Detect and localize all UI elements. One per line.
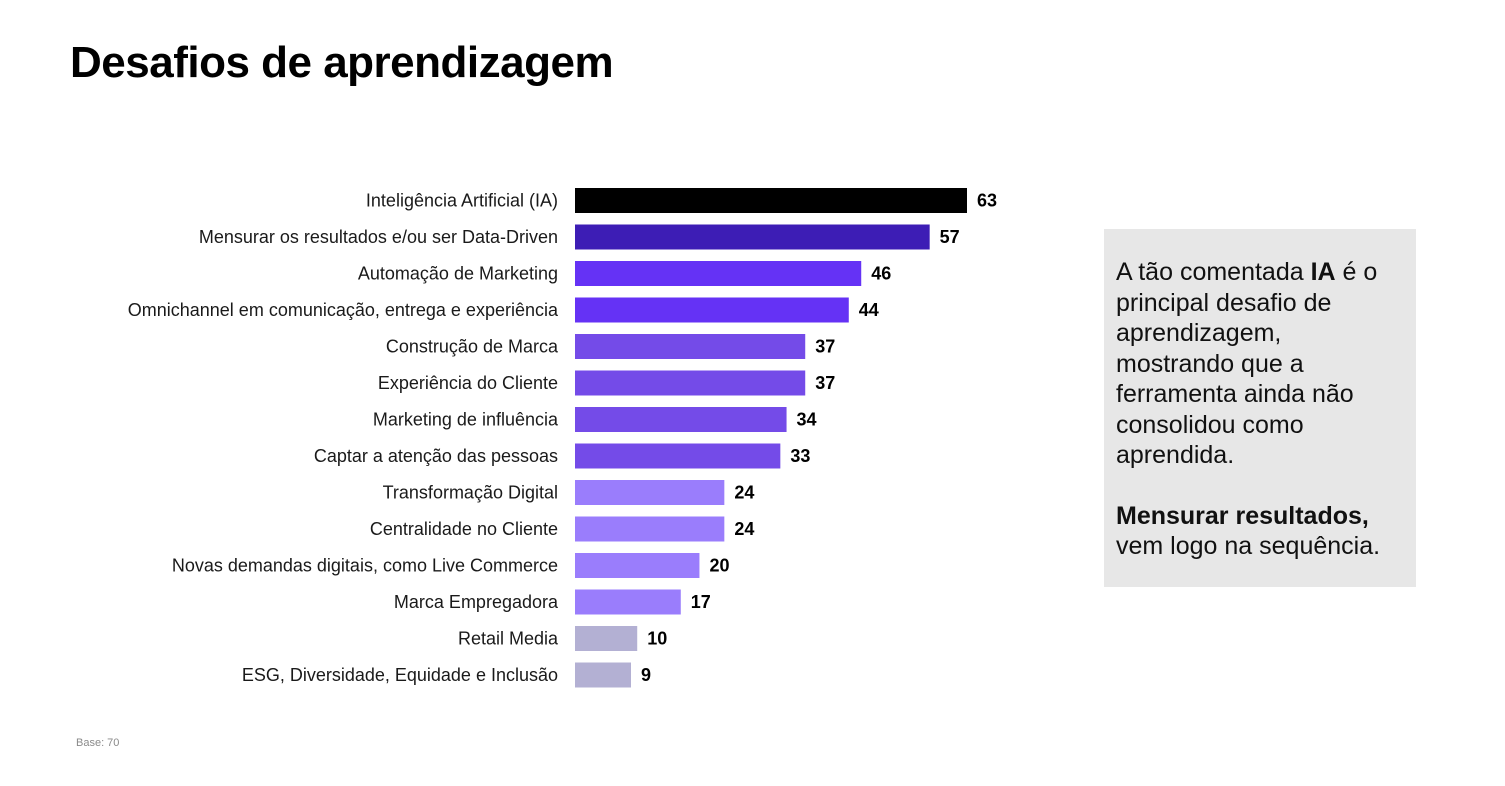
value-label: 17 <box>691 592 711 612</box>
value-label: 20 <box>709 556 729 576</box>
bars-group: Inteligência Artificial (IA) 63 Mensurar o… <box>128 188 997 688</box>
category-label: Mensurar os resultados e/ou ser Data-Dri… <box>199 227 558 247</box>
insight-text: A tão comentada <box>1116 258 1311 286</box>
value-label: 63 <box>977 191 997 211</box>
bar <box>575 297 849 323</box>
value-label: 57 <box>940 227 960 247</box>
bar <box>575 407 787 432</box>
category-label: Transformação Digital <box>383 483 558 503</box>
category-label: Construção de Marca <box>386 337 559 357</box>
bar <box>575 626 638 651</box>
bar <box>575 662 631 688</box>
bar <box>575 370 806 396</box>
category-label: Captar a atenção das pessoas <box>314 446 558 466</box>
bar <box>575 553 700 578</box>
bar <box>575 224 930 250</box>
base-footnote: Base: 70 <box>76 737 120 749</box>
value-label: 37 <box>815 337 835 357</box>
category-label: Centralidade no Cliente <box>370 519 558 539</box>
value-label: 37 <box>815 373 835 393</box>
page-title: Desafios de aprendizagem <box>70 38 614 87</box>
bar-chart: Inteligência Artificial (IA) 63 Mensurar o… <box>128 188 997 688</box>
category-label: Novas demandas digitais, como Live Comme… <box>172 556 558 576</box>
bar <box>575 589 681 615</box>
category-label: Experiência do Cliente <box>378 373 558 393</box>
value-label: 9 <box>641 665 651 685</box>
bar <box>575 480 725 505</box>
value-label: 33 <box>790 446 810 466</box>
category-label: ESG, Diversidade, Equidade e Inclusão <box>242 665 558 685</box>
bar <box>575 516 725 542</box>
bar <box>575 261 862 286</box>
category-label: Inteligência Artificial (IA) <box>366 191 558 211</box>
category-label: Marca Empregadora <box>394 592 559 612</box>
bar <box>575 443 781 469</box>
insight-highlight-mensurar: Mensurar resultados, <box>1116 501 1369 530</box>
insight-text: vem logo na sequência. <box>1116 532 1381 560</box>
insight-paragraph-1: A tão comentada IA é o principal desafio… <box>1116 257 1404 471</box>
category-label: Omnichannel em comunicação, entrega e ex… <box>128 300 559 320</box>
value-label: 34 <box>797 410 817 430</box>
bar <box>575 334 806 359</box>
category-label: Retail Media <box>458 629 559 649</box>
value-label: 24 <box>734 519 754 539</box>
value-label: 46 <box>871 264 891 284</box>
insight-box: A tão comentada IA é o principal desafio… <box>1104 229 1416 587</box>
insight-highlight-ia: IA <box>1310 258 1336 286</box>
paragraph-gap <box>1116 471 1404 501</box>
value-label: 24 <box>734 483 754 503</box>
value-label: 10 <box>647 629 667 649</box>
insight-paragraph-2: Mensurar resultados, vem logo na sequênc… <box>1116 501 1404 562</box>
bar <box>575 188 967 213</box>
category-label: Automação de Marketing <box>358 264 558 284</box>
value-label: 44 <box>859 300 879 320</box>
category-label: Marketing de influência <box>373 410 559 430</box>
insight-text: é o principal desafio de aprendizagem, m… <box>1116 258 1378 469</box>
